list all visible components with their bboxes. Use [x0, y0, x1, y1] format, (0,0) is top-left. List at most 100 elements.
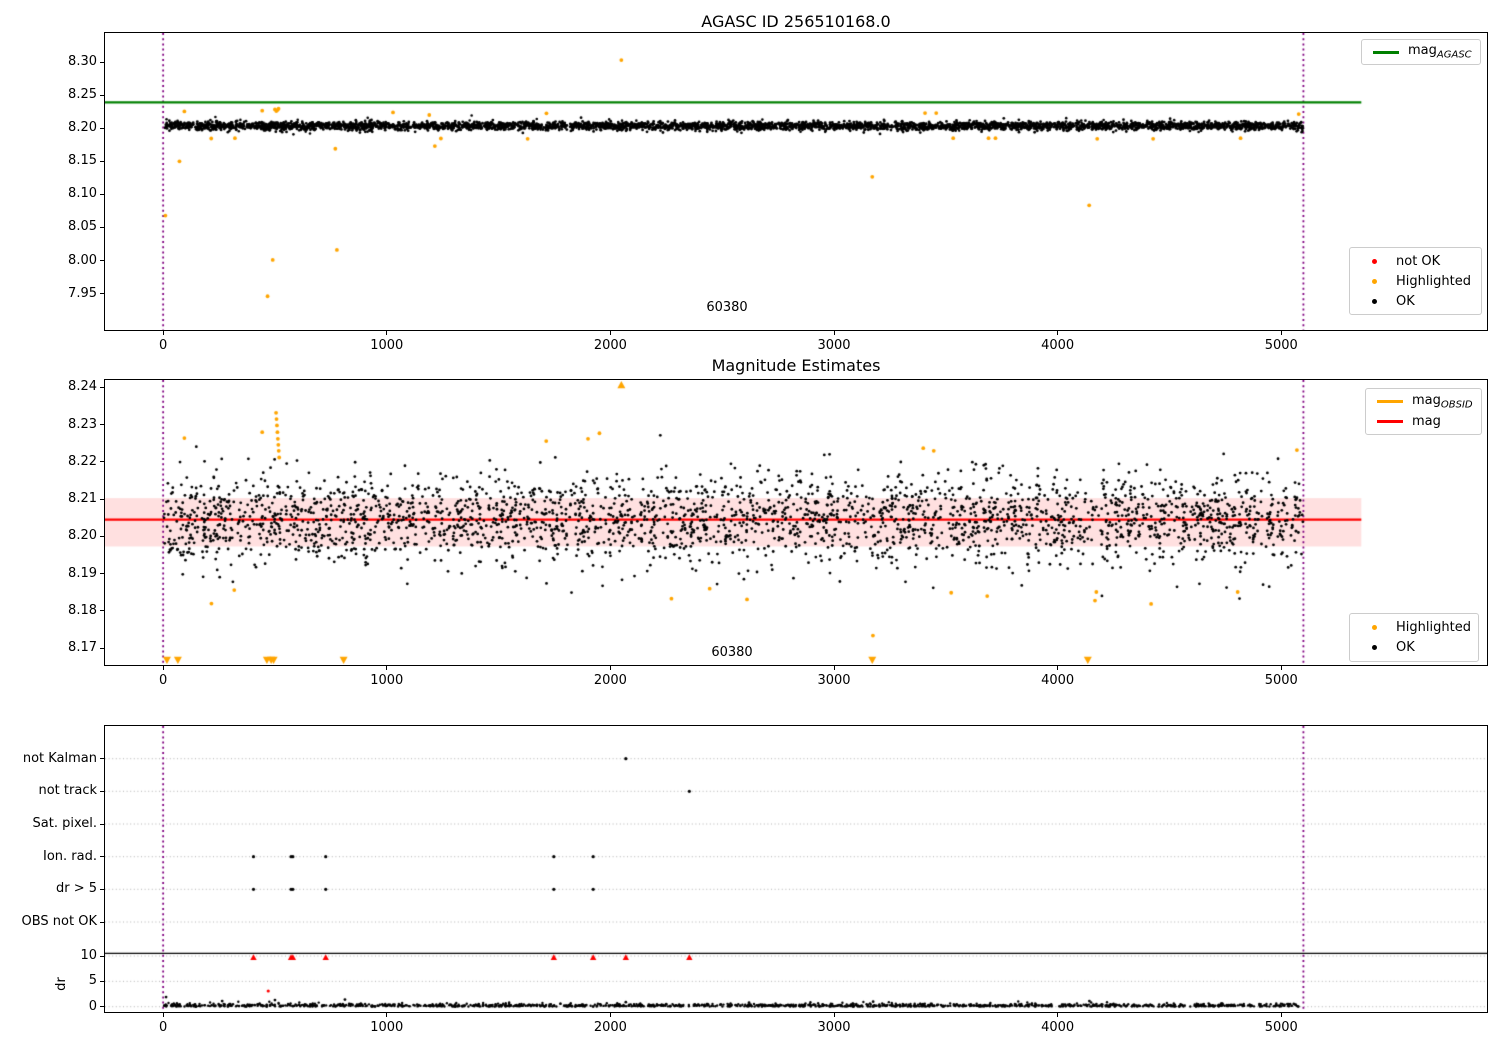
top-plot-axes: [104, 32, 1488, 331]
y-tick-mark: [100, 260, 104, 262]
legend-dot-marker: [1358, 258, 1390, 264]
obsid-label-top: 60380: [706, 300, 748, 315]
legend-line-swatch: [1374, 400, 1406, 404]
x-tick-label: 4000: [1041, 1020, 1075, 1035]
legend-mag-agasc: magAGASC: [1361, 39, 1481, 65]
top-plot-title: AGASC ID 256510168.0: [701, 12, 891, 31]
legend-item: OK: [1358, 291, 1473, 311]
x-tick-mark: [1057, 1013, 1059, 1017]
y-tick-label: 8.24: [68, 379, 97, 395]
legend-line-swatch: [1370, 50, 1402, 54]
x-tick-mark: [162, 331, 164, 335]
y-tick-mark: [100, 226, 104, 228]
y-tick-label: 8.05: [68, 219, 97, 235]
y-tick-mark: [100, 573, 104, 575]
y-tick-label: 8.20: [68, 528, 97, 544]
legend-item: mag: [1374, 412, 1473, 432]
x-tick-label: 0: [159, 673, 168, 688]
legend-marker-color: [1377, 400, 1403, 404]
y-tick-mark: [100, 856, 104, 858]
legend-dot-marker: [1358, 298, 1390, 304]
y-tick-mark: [100, 498, 104, 500]
x-tick-mark: [1280, 1013, 1282, 1017]
y-tick-mark: [100, 94, 104, 96]
magnitude-plot-axes: [104, 379, 1488, 666]
y-tick-mark: [100, 888, 104, 890]
x-tick-label: 3000: [817, 338, 851, 353]
y-tick-label: 8.23: [68, 416, 97, 432]
legend-item: OK: [1358, 638, 1470, 659]
y-tick-label: 8.00: [68, 252, 97, 268]
y-tick-mark: [100, 1006, 104, 1008]
x-tick-mark: [162, 666, 164, 670]
x-tick-label: 1000: [370, 1020, 404, 1035]
x-tick-mark: [609, 1013, 611, 1017]
legend-item: not OK: [1358, 251, 1473, 271]
y-tick-mark: [100, 193, 104, 195]
y-tick-mark: [100, 293, 104, 295]
legend-marker-color: [1371, 624, 1377, 630]
legend-item-label: magAGASC: [1408, 43, 1472, 61]
flags-plot-canvas: [105, 726, 1487, 1012]
flag-category-label: not Kalman: [22, 750, 97, 766]
x-tick-label: 5000: [1264, 338, 1298, 353]
legend-mag-lines: magOBSID mag: [1365, 388, 1482, 435]
legend-marker-color: [1371, 298, 1377, 304]
y-tick-label: 8.20: [68, 120, 97, 136]
legend-item: magOBSID: [1374, 392, 1473, 412]
x-tick-label: 2000: [593, 338, 627, 353]
x-tick-label: 5000: [1264, 1020, 1298, 1035]
legend-marker-color: [1373, 50, 1399, 54]
x-tick-mark: [162, 1013, 164, 1017]
y-tick-mark: [100, 610, 104, 612]
y-tick-mark: [100, 790, 104, 792]
x-tick-mark: [1057, 666, 1059, 670]
magnitude-plot-canvas: [105, 380, 1487, 665]
legend-marker-color: [1371, 278, 1377, 284]
x-tick-mark: [1280, 666, 1282, 670]
y-tick-label: 7.95: [68, 285, 97, 301]
legend-item-label: Highlighted: [1396, 273, 1471, 289]
y-tick-mark: [100, 461, 104, 463]
y-tick-label: 8.15: [68, 153, 97, 169]
y-tick-label: 8.25: [68, 87, 97, 103]
x-tick-mark: [386, 331, 388, 335]
x-tick-label: 4000: [1041, 338, 1075, 353]
magnitude-plot-title: Magnitude Estimates: [711, 356, 881, 375]
x-tick-mark: [1280, 331, 1282, 335]
legend-dot-marker: [1358, 645, 1390, 651]
flag-category-label: dr > 5: [55, 881, 97, 897]
x-tick-label: 4000: [1041, 673, 1075, 688]
x-tick-label: 0: [159, 338, 168, 353]
flag-category-label: Sat. pixel.: [32, 816, 97, 831]
obsid-label-middle: 60380: [711, 645, 753, 660]
legend-marker-color: [1371, 258, 1377, 264]
flag-category-label: OBS not OK: [21, 914, 98, 929]
legend-item-label: not OK: [1396, 253, 1441, 269]
x-tick-label: 2000: [593, 673, 627, 688]
x-tick-mark: [833, 331, 835, 335]
flag-category-label: Ion. rad.: [43, 848, 97, 864]
legend-marker-color: [1377, 419, 1403, 423]
legend-marker-color: [1371, 645, 1377, 651]
y-tick-mark: [100, 758, 104, 760]
legend-item-label: Highlighted: [1396, 619, 1471, 635]
x-tick-label: 2000: [593, 1020, 627, 1035]
flag-category-label: not track: [38, 783, 97, 799]
y-tick-label: 8.19: [68, 565, 97, 581]
legend-item-label: mag: [1412, 413, 1441, 429]
dr-tick-label: 5: [88, 973, 97, 989]
y-tick-label: 8.17: [68, 640, 97, 656]
x-tick-label: 5000: [1264, 673, 1298, 688]
top-plot-canvas: [105, 33, 1487, 330]
y-tick-label: 8.30: [68, 54, 97, 70]
y-tick-mark: [100, 647, 104, 649]
dr-tick-label: 0: [88, 998, 97, 1014]
y-tick-label: 8.10: [68, 186, 97, 202]
y-tick-mark: [100, 424, 104, 426]
x-tick-label: 3000: [817, 1020, 851, 1035]
flags-plot-axes: [104, 725, 1488, 1013]
legend-top-points: not OK Highlighted OK: [1349, 247, 1482, 315]
y-tick-mark: [100, 61, 104, 63]
